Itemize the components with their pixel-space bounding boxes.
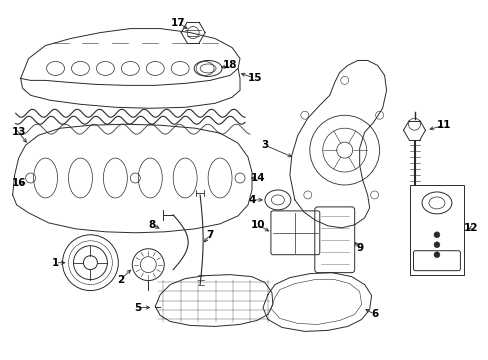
Text: 10: 10 <box>250 220 264 230</box>
Text: 11: 11 <box>436 120 451 130</box>
Text: 12: 12 <box>463 223 478 233</box>
Text: 13: 13 <box>11 127 26 137</box>
Text: 5: 5 <box>134 302 142 312</box>
Text: 1: 1 <box>52 258 59 268</box>
Bar <box>408 185 464 275</box>
Text: 16: 16 <box>11 178 26 188</box>
Text: 18: 18 <box>223 60 237 71</box>
Text: 3: 3 <box>261 140 268 150</box>
Circle shape <box>433 232 439 238</box>
Text: 4: 4 <box>248 195 255 205</box>
Text: 7: 7 <box>206 230 213 240</box>
Circle shape <box>433 242 439 248</box>
Text: 8: 8 <box>148 220 156 230</box>
Text: 6: 6 <box>370 310 378 319</box>
Text: 17: 17 <box>170 18 185 28</box>
Text: 9: 9 <box>355 243 363 253</box>
Text: 2: 2 <box>117 275 124 285</box>
Circle shape <box>433 252 439 258</box>
Text: 14: 14 <box>250 173 264 183</box>
Text: 15: 15 <box>247 73 262 84</box>
